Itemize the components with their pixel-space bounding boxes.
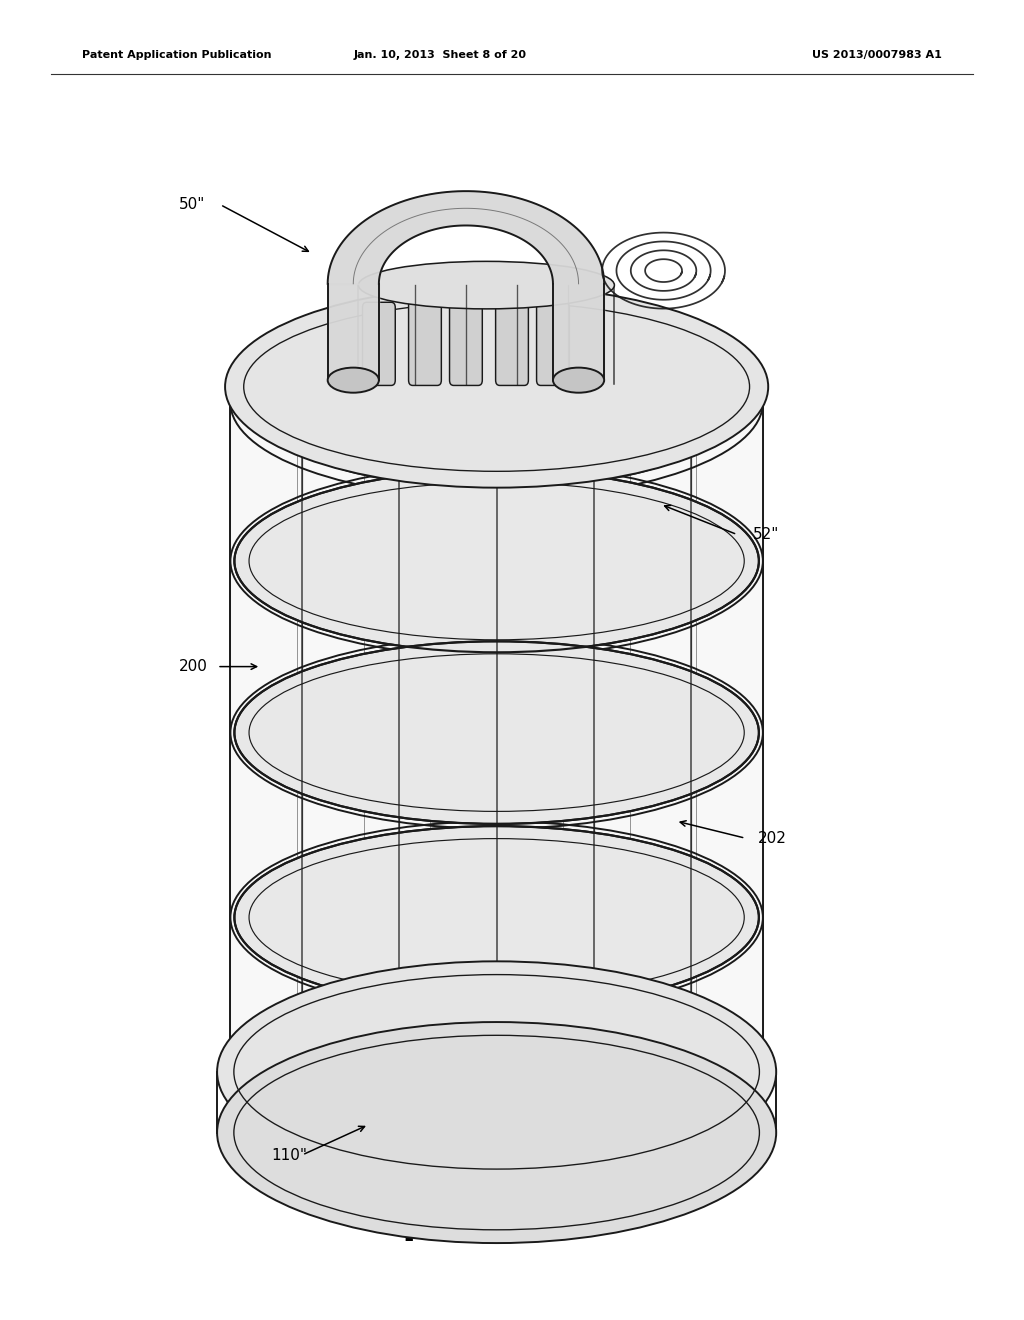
Ellipse shape (217, 961, 776, 1183)
Polygon shape (328, 284, 379, 380)
Ellipse shape (471, 346, 604, 393)
Ellipse shape (553, 367, 604, 393)
Text: 52": 52" (753, 527, 779, 543)
Text: 50": 50" (179, 197, 206, 213)
Polygon shape (328, 191, 604, 284)
FancyBboxPatch shape (409, 289, 441, 385)
Ellipse shape (297, 366, 502, 440)
FancyBboxPatch shape (537, 302, 569, 385)
Ellipse shape (234, 642, 759, 824)
Ellipse shape (234, 826, 759, 1008)
Text: US 2013/0007983 A1: US 2013/0007983 A1 (812, 50, 942, 61)
Ellipse shape (389, 346, 522, 393)
Text: Patent Application Publication: Patent Application Publication (82, 50, 271, 61)
Ellipse shape (430, 339, 563, 387)
Ellipse shape (358, 261, 614, 309)
Ellipse shape (234, 470, 759, 652)
Text: FIG. 8: FIG. 8 (401, 1212, 530, 1249)
Ellipse shape (217, 1022, 776, 1243)
Ellipse shape (492, 366, 696, 440)
FancyBboxPatch shape (496, 289, 528, 385)
FancyBboxPatch shape (362, 302, 395, 385)
Polygon shape (230, 403, 763, 1082)
Text: 110": 110" (271, 1147, 307, 1163)
Ellipse shape (225, 286, 768, 487)
Polygon shape (553, 284, 604, 380)
FancyBboxPatch shape (450, 302, 482, 385)
Text: Jan. 10, 2013  Sheet 8 of 20: Jan. 10, 2013 Sheet 8 of 20 (354, 50, 526, 61)
Text: 200: 200 (179, 659, 208, 675)
Text: 202: 202 (758, 830, 786, 846)
Ellipse shape (328, 367, 379, 393)
